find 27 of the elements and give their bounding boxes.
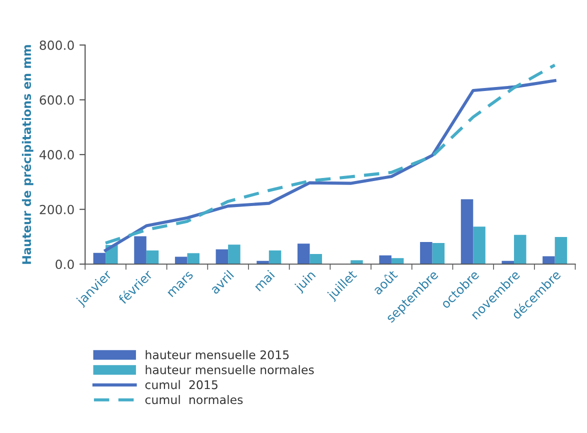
bar	[473, 226, 486, 264]
bar	[228, 244, 240, 264]
bar	[420, 242, 432, 264]
bar	[460, 199, 474, 264]
y-axis-title: Hauteur de précipitations en mm	[21, 45, 34, 264]
bar	[146, 250, 159, 264]
bar	[134, 236, 146, 264]
bar	[432, 243, 445, 264]
bar	[187, 253, 200, 264]
legend-label: cumul 2015	[145, 380, 218, 390]
bar	[542, 256, 555, 264]
legend-label: hauteur mensuelle 2015	[146, 350, 289, 360]
y-tick-label: 600.0	[40, 95, 74, 105]
bar	[514, 234, 526, 264]
bar	[554, 237, 568, 264]
y-tick-label: 400.0	[40, 150, 74, 160]
bar	[298, 244, 310, 264]
legend-label: cumul normales	[145, 395, 243, 404]
y-tick-label: 200.0	[40, 204, 74, 214]
bar	[216, 249, 228, 264]
bar	[268, 250, 282, 264]
bar	[174, 256, 188, 264]
bar	[379, 255, 392, 264]
bar	[310, 254, 322, 264]
y-tick-label: 0.0	[56, 260, 74, 270]
legend-label: hauteur mensuelle normales	[146, 365, 314, 374]
y-tick-label: 800.0	[40, 40, 74, 50]
